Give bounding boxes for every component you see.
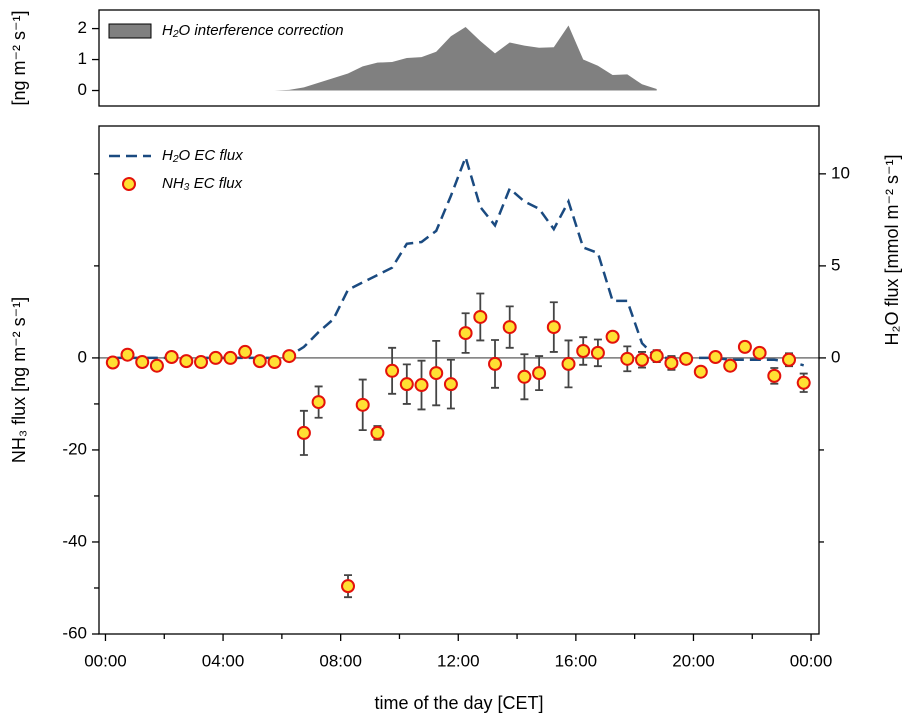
marker — [796, 375, 811, 390]
y-tick-label: -20 — [62, 439, 87, 458]
marker — [238, 344, 253, 359]
x-tick-label: 16:00 — [555, 651, 598, 670]
area — [274, 25, 657, 91]
marker — [120, 347, 135, 362]
marker — [605, 329, 620, 344]
marker — [223, 350, 238, 365]
marker — [517, 369, 532, 384]
marker — [546, 320, 561, 335]
x-tick-label: 20:00 — [672, 651, 715, 670]
legend-swatch — [122, 177, 136, 191]
marker — [679, 351, 694, 366]
marker — [355, 397, 370, 412]
marker — [488, 356, 503, 371]
y-tick-label: -40 — [62, 531, 87, 550]
marker — [429, 366, 444, 381]
marker — [561, 356, 576, 371]
marker — [208, 350, 223, 365]
y-axis-title: [ng m⁻² s⁻¹] — [9, 10, 29, 105]
x-tick-label: 00:00 — [790, 651, 833, 670]
marker — [296, 425, 311, 440]
marker — [737, 339, 752, 354]
marker — [635, 352, 650, 367]
marker — [752, 345, 767, 360]
marker — [693, 364, 708, 379]
y2-tick-label: 5 — [831, 255, 840, 274]
marker — [399, 377, 414, 392]
legend-label: H₂O interference correction — [162, 22, 344, 39]
marker — [282, 349, 297, 364]
legend-label: H₂O EC flux — [162, 147, 243, 164]
legend-swatch — [108, 23, 152, 39]
marker — [723, 358, 738, 373]
y-tick-label: -60 — [62, 623, 87, 642]
y-tick-label: 0 — [78, 80, 87, 99]
marker — [664, 355, 679, 370]
y-tick-label: 2 — [78, 18, 87, 37]
legend-label: NH₃ EC flux — [162, 175, 243, 192]
marker — [105, 355, 120, 370]
marker — [620, 351, 635, 366]
y2-tick-label: 0 — [831, 347, 840, 366]
marker — [311, 395, 326, 410]
y-axis-title: NH₃ flux [ng m⁻² s⁻¹] — [9, 297, 29, 463]
x-tick-label: 08:00 — [319, 651, 362, 670]
marker — [149, 358, 164, 373]
marker — [179, 354, 194, 369]
marker — [576, 344, 591, 359]
marker — [782, 352, 797, 367]
marker — [502, 320, 517, 335]
marker — [443, 377, 458, 392]
y2-axis-title: H₂O flux [mmol m⁻² s⁻¹] — [882, 155, 902, 346]
marker — [532, 366, 547, 381]
marker — [649, 349, 664, 364]
marker — [194, 355, 209, 370]
marker — [135, 355, 150, 370]
marker — [458, 326, 473, 341]
marker — [267, 355, 282, 370]
y-tick-label: 1 — [78, 49, 87, 68]
x-axis-title: time of the day [CET] — [374, 693, 543, 713]
marker — [252, 354, 267, 369]
x-tick-label: 00:00 — [84, 651, 127, 670]
marker — [164, 349, 179, 364]
marker — [473, 309, 488, 324]
marker — [708, 349, 723, 364]
plot-frame — [98, 125, 820, 635]
marker — [590, 345, 605, 360]
x-tick-label: 04:00 — [202, 651, 245, 670]
x-tick-label: 12:00 — [437, 651, 480, 670]
y2-tick-label: 10 — [831, 163, 850, 182]
marker — [385, 363, 400, 378]
marker — [414, 378, 429, 393]
marker — [341, 579, 356, 594]
y-tick-label: 0 — [78, 347, 87, 366]
marker — [370, 425, 385, 440]
plot-frame — [98, 9, 820, 107]
marker — [767, 368, 782, 383]
